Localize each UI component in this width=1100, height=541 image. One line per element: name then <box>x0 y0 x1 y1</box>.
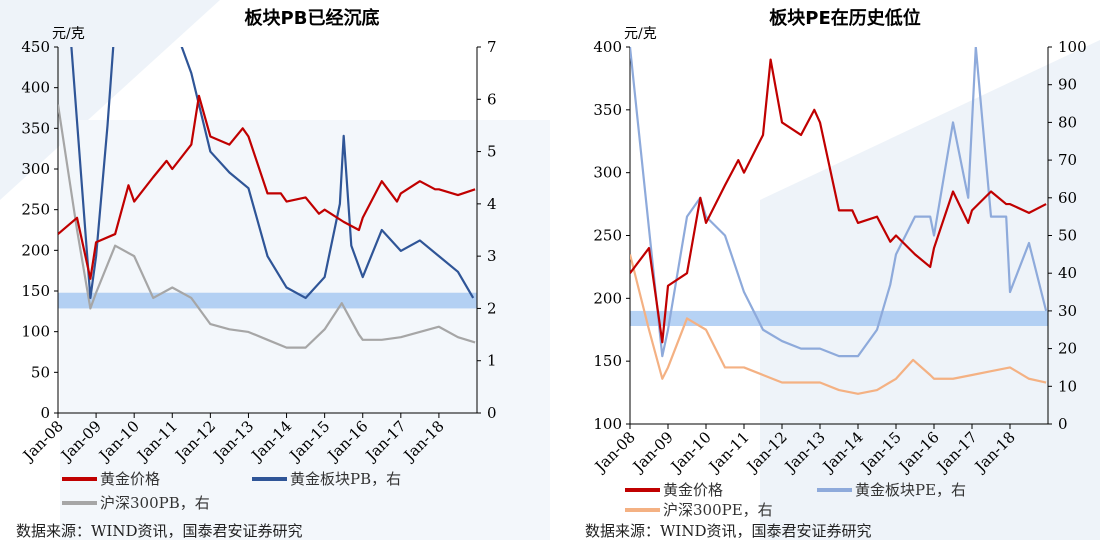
x-tick-label: Jan-09 <box>56 417 105 466</box>
left-tick-label: 250 <box>593 227 622 245</box>
series-line-1 <box>70 47 475 300</box>
left-tick-label: 100 <box>21 323 50 341</box>
x-tick-label: Jan-12 <box>742 428 791 477</box>
series-line-2 <box>58 104 476 349</box>
x-tick-label: Jan-12 <box>171 417 220 466</box>
right-tick-label: 5 <box>487 143 497 161</box>
right-tick-label: 7 <box>487 38 497 56</box>
right-tick-label: 0 <box>487 404 497 422</box>
left-tick-label: 400 <box>21 79 50 97</box>
left-tick-label: 350 <box>593 101 622 119</box>
right-tick-label: 90 <box>1058 76 1077 94</box>
left-tick-label: 50 <box>31 363 50 381</box>
right-tick-label: 50 <box>1058 227 1077 245</box>
right-tick-label: 70 <box>1058 151 1077 169</box>
x-tick-label: Jan-16 <box>323 417 372 466</box>
series-line-0 <box>630 58 1047 344</box>
right-tick-label: 40 <box>1058 264 1077 282</box>
right-tick-label: 2 <box>487 299 497 317</box>
right-tick-label: 30 <box>1058 302 1077 320</box>
right-tick-label: 0 <box>1058 415 1068 433</box>
x-tick-label: Jan-10 <box>94 417 143 466</box>
x-tick-label: Jan-10 <box>666 428 715 477</box>
right-tick-label: 3 <box>487 247 497 265</box>
left-tick-label: 350 <box>21 119 50 137</box>
right-tick-label: 10 <box>1058 377 1077 395</box>
left-tick-label: 400 <box>593 38 622 56</box>
left-tick-label: 300 <box>21 160 50 178</box>
x-tick-label: Jan-08 <box>590 428 639 477</box>
legend-label: 沪深300PB，右 <box>100 494 210 512</box>
right-tick-label: 60 <box>1058 189 1077 207</box>
x-tick-label: Jan-15 <box>856 428 905 477</box>
x-tick-label: Jan-17 <box>932 428 981 477</box>
x-tick-label: Jan-08 <box>18 417 67 466</box>
series-line-0 <box>58 94 476 280</box>
left-tick-label: 200 <box>21 241 50 259</box>
right-tick-label: 100 <box>1058 38 1087 56</box>
legend-label: 黄金价格 <box>100 470 160 488</box>
right-tick-label: 20 <box>1058 340 1077 358</box>
chart-title: 板块PB已经沉底 <box>245 7 380 29</box>
chart-title: 板块PE在历史低位 <box>769 7 921 29</box>
left-tick-label: 450 <box>21 38 50 56</box>
left-tick-label: 150 <box>593 352 622 370</box>
x-tick-label: Jan-18 <box>970 428 1019 477</box>
legend-label: 黄金板块PE，右 <box>855 481 966 499</box>
x-tick-label: Jan-11 <box>132 417 181 466</box>
legend-label: 沪深300PE，右 <box>663 501 773 519</box>
x-tick-label: Jan-14 <box>247 417 296 466</box>
legend-label: 黄金价格 <box>663 481 723 499</box>
left-tick-label: 250 <box>21 201 50 219</box>
highlight-band <box>630 310 1048 326</box>
x-tick-label: Jan-15 <box>285 417 334 466</box>
left-axis-unit: 元/克 <box>52 26 85 42</box>
x-tick-label: Jan-16 <box>894 428 943 477</box>
right-tick-label: 6 <box>487 90 497 108</box>
x-tick-label: Jan-18 <box>399 417 448 466</box>
x-tick-label: Jan-09 <box>628 428 677 477</box>
x-tick-label: Jan-17 <box>361 417 410 466</box>
right-tick-label: 4 <box>487 195 497 213</box>
x-tick-label: Jan-11 <box>704 428 753 477</box>
series-line-2 <box>630 254 1047 395</box>
right-tick-label: 1 <box>487 352 497 370</box>
left-tick-label: 300 <box>593 164 622 182</box>
source-note-left: 数据来源：WIND资讯，国泰君安证券研究 <box>16 522 303 540</box>
source-note-right: 数据来源：WIND资讯，国泰君安证券研究 <box>585 522 872 540</box>
legend-label: 黄金板块PB，右 <box>290 470 401 488</box>
left-tick-label: 0 <box>40 404 50 422</box>
left-axis-unit: 元/克 <box>624 26 657 42</box>
highlight-band <box>58 292 477 309</box>
x-tick-label: Jan-14 <box>818 428 867 477</box>
left-tick-label: 150 <box>21 282 50 300</box>
right-tick-label: 80 <box>1058 113 1077 131</box>
left-tick-label: 200 <box>593 289 622 307</box>
x-tick-label: Jan-13 <box>209 417 258 466</box>
x-tick-label: Jan-13 <box>780 428 829 477</box>
left-tick-label: 100 <box>593 415 622 433</box>
